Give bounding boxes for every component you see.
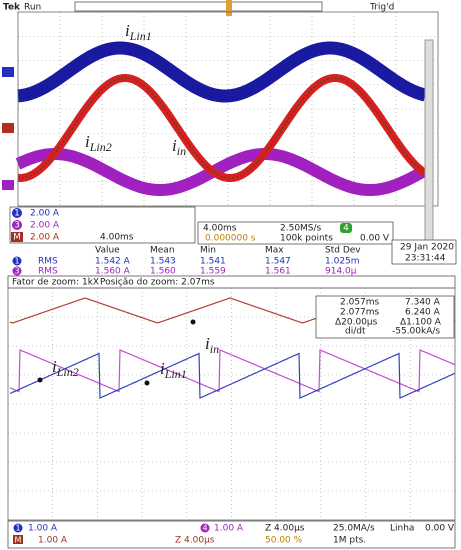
- math-zoom-footer: Z 4.00µs: [175, 536, 215, 546]
- zoom-ilin1: [9, 352, 456, 399]
- zoom-window: [424, 39, 434, 251]
- meas-type: RMS: [38, 267, 58, 277]
- label-ilin1: iLin1: [125, 21, 152, 43]
- trigger-source: Linha: [390, 524, 414, 534]
- trigger-state: Trig'd: [369, 3, 394, 13]
- ch1-marker: [2, 67, 14, 77]
- label-ilin2: iLin2: [85, 132, 112, 154]
- meas-cell: 1.542 A: [95, 257, 131, 267]
- math-number: M: [13, 233, 21, 243]
- meas-header: Min: [200, 246, 216, 256]
- wave-ilin1: [17, 41, 427, 103]
- wave-iin-core: [17, 77, 426, 179]
- cursor-box: [315, 295, 455, 339]
- cursor-dt: Δ20.00µs: [335, 318, 378, 328]
- meas-cell: 1.561: [265, 267, 291, 277]
- trigger-level-footer: 0.00 V: [425, 524, 455, 534]
- waveforms: [9, 41, 456, 399]
- label-iin-lower: iin: [205, 334, 219, 356]
- meas-cell: 1.560: [150, 267, 176, 277]
- ch3-scale: 2.00 A: [30, 221, 60, 231]
- meas-channel: 1: [14, 257, 19, 266]
- slope: -55.00kA/s: [392, 327, 440, 337]
- label-ilin1-lower: iLin1: [160, 359, 187, 381]
- date: 29 Jan 2020: [400, 243, 454, 253]
- meas-cell: 1.559: [200, 267, 226, 277]
- meas-type: RMS: [38, 257, 58, 267]
- zoom-ilin2: [9, 349, 456, 393]
- ch1-scale-footer: 1.00 A: [28, 524, 58, 534]
- sample-rate: 2.50MS/s: [280, 224, 322, 234]
- point-ilin2: [37, 377, 43, 383]
- points: 1M pts.: [333, 536, 366, 546]
- ch1-number-footer: 1: [15, 524, 20, 533]
- ch3-marker: [2, 180, 14, 190]
- trigger-marker: [226, 0, 232, 16]
- cursor-t1: 2.057ms: [340, 298, 380, 308]
- trigger-position: 0.000000 s: [205, 234, 256, 244]
- meas-cell: 1.547: [265, 257, 291, 267]
- rate: 25.0MA/s: [333, 524, 375, 534]
- meas-header: Max: [265, 246, 284, 256]
- timebase: 4.00ms: [203, 224, 237, 234]
- upper-frame: [17, 11, 439, 207]
- math-scale-footer: 1.00 A: [38, 536, 68, 546]
- point-ilin1: [144, 380, 150, 386]
- datetime-box: [391, 239, 457, 265]
- channel-info: [9, 206, 196, 244]
- zoom-pos: 50.00 %: [265, 536, 303, 546]
- cursor-t2: 2.077ms: [340, 308, 380, 318]
- meas-badge: [12, 256, 22, 266]
- meas-badge: [12, 266, 22, 276]
- zoom-position: Posição do zoom: 2.07ms: [100, 278, 215, 288]
- ch4-number-footer: 4: [202, 524, 207, 533]
- math-scale: 2.00 A: [30, 233, 60, 243]
- footer: [7, 520, 456, 549]
- label-iin: iin: [172, 136, 186, 158]
- math-number-footer: M: [15, 536, 22, 545]
- cursor-v1: 7.340 A: [405, 298, 441, 308]
- time: 23:31:44: [405, 254, 446, 264]
- wave-ilin2: [15, 148, 428, 196]
- meas-channel: 3: [14, 267, 19, 276]
- meas-cell: 1.025m: [325, 257, 360, 267]
- point-iin: [190, 319, 196, 325]
- cursor-dv: Δ1.100 A: [400, 318, 442, 328]
- meas-header: Value: [95, 246, 120, 256]
- math-marker: [2, 123, 14, 133]
- zoom-factor: Fator de zoom: 1kX: [12, 278, 99, 288]
- record-bar: [74, 1, 323, 12]
- meas-cell: 1.560 A: [95, 267, 131, 277]
- meas-header: Std Dev: [325, 246, 361, 256]
- brand: Tek: [3, 3, 21, 13]
- trigger-channel: 4: [343, 224, 349, 234]
- meas-header: Mean: [150, 246, 175, 256]
- ch1-number: 1: [14, 209, 20, 219]
- lower-frame: [7, 287, 456, 521]
- ch4-scale-footer: 1.00 A: [214, 524, 244, 534]
- record-length: 100k points: [280, 234, 333, 244]
- label-ilin2-lower: iLin2: [52, 357, 79, 379]
- trigger-level: 0.00 V: [360, 234, 390, 244]
- math-time: 4.00ms: [100, 233, 134, 243]
- grid: [8, 12, 455, 520]
- meas-cell: 1.543: [150, 257, 176, 267]
- zoom-time: Z 4.00µs: [265, 524, 305, 534]
- meas-cell: 914.0µ: [325, 267, 357, 277]
- cursor-v2: 6.240 A: [405, 308, 441, 318]
- ch1-scale: 2.00 A: [30, 209, 60, 219]
- run-state: Run: [24, 3, 41, 13]
- slope-label: di/dt: [345, 327, 366, 337]
- ch3-number: 3: [14, 221, 20, 231]
- meas-cell: 1.541: [200, 257, 226, 267]
